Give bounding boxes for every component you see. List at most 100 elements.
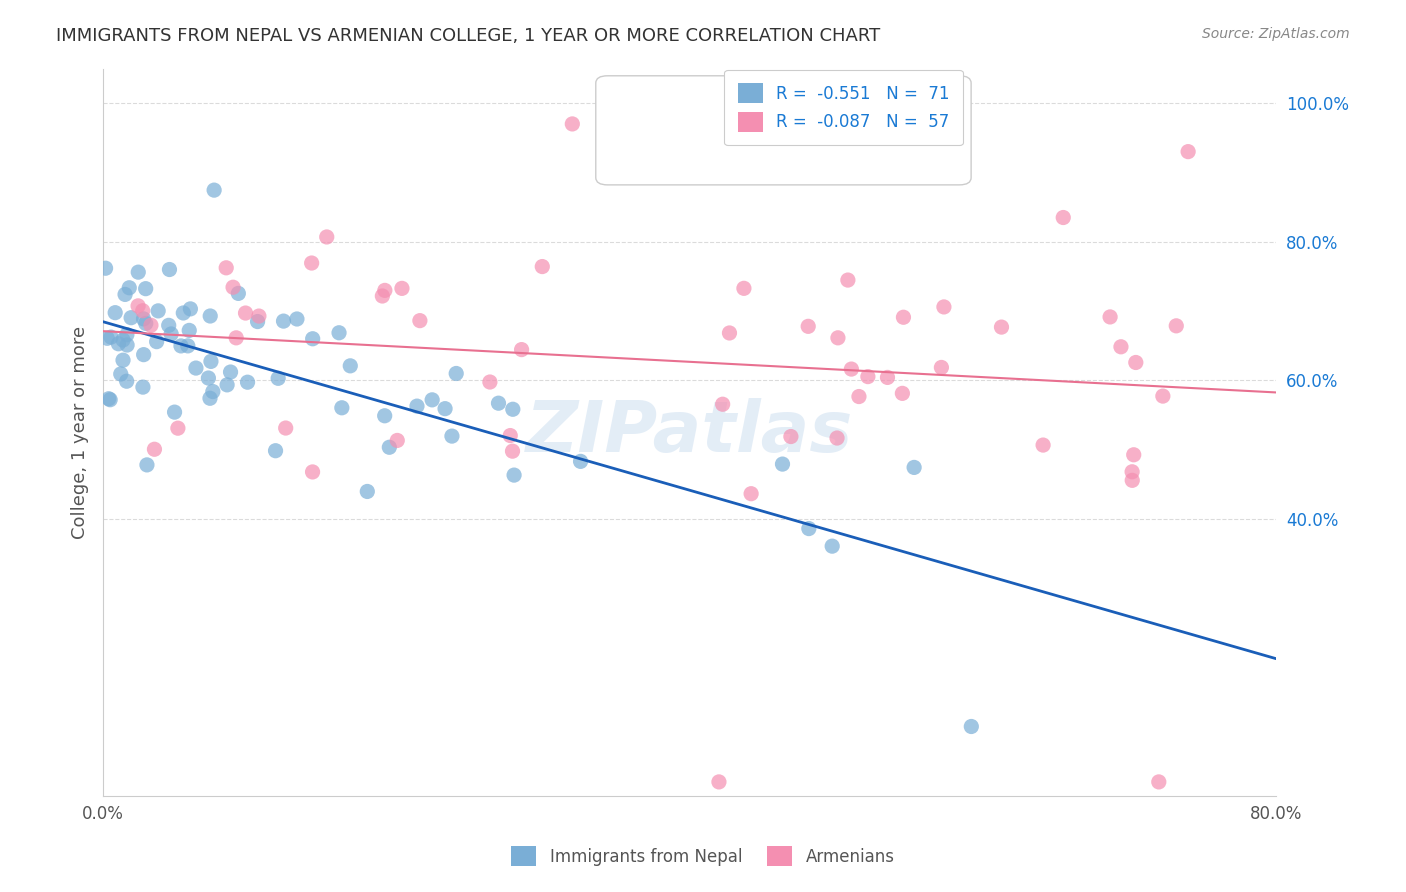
Point (184, 361, 207, 376)
Point (235, 306, 257, 320)
Point (990, 320, 1012, 334)
Point (797, 319, 820, 334)
Point (488, 396, 510, 410)
Point (143, 442, 166, 457)
Point (132, 348, 155, 362)
Point (821, 539, 844, 553)
Point (1177, 145, 1199, 159)
Point (273, 314, 295, 328)
FancyBboxPatch shape (596, 76, 972, 185)
Point (131, 303, 153, 318)
Point (891, 386, 914, 401)
Point (110, 367, 132, 381)
Point (236, 375, 259, 389)
Point (135, 317, 157, 331)
Point (931, 360, 953, 375)
Point (160, 326, 183, 341)
Point (202, 183, 225, 197)
Point (145, 334, 167, 349)
Point (111, 353, 134, 368)
Point (315, 230, 337, 244)
Point (127, 299, 149, 313)
Point (1121, 465, 1143, 479)
Point (97, 392, 120, 406)
Point (330, 401, 353, 415)
Text: IMMIGRANTS FROM NEPAL VS ARMENIAN COLLEGE, 1 YEAR OR MORE CORRELATION CHART: IMMIGRANTS FROM NEPAL VS ARMENIAN COLLEG… (56, 27, 880, 45)
Point (201, 384, 224, 399)
Text: ZIPatlas: ZIPatlas (526, 398, 853, 467)
Point (711, 397, 734, 411)
Point (503, 468, 526, 483)
Point (406, 399, 429, 413)
Point (179, 301, 201, 316)
Point (115, 338, 138, 352)
Point (301, 332, 323, 346)
Point (215, 260, 238, 275)
Point (157, 318, 180, 333)
Point (163, 405, 186, 419)
Point (96, 331, 118, 345)
Point (328, 326, 350, 340)
Point (301, 256, 323, 270)
Point (444, 367, 467, 381)
Point (197, 371, 219, 385)
Point (876, 370, 898, 384)
Point (225, 331, 247, 345)
Point (115, 327, 138, 342)
Point (1121, 473, 1143, 487)
Point (718, 326, 741, 340)
Point (740, 486, 762, 500)
Legend: Immigrants from Nepal, Armenians: Immigrants from Nepal, Armenians (503, 838, 903, 875)
Point (371, 289, 394, 303)
Point (118, 281, 141, 295)
Point (569, 454, 592, 468)
Point (107, 336, 129, 351)
Point (167, 421, 190, 435)
Point (179, 323, 201, 337)
Point (100, 330, 122, 344)
Point (378, 440, 401, 454)
Point (170, 339, 193, 353)
Point (827, 331, 849, 345)
Point (561, 117, 583, 131)
Point (132, 380, 155, 394)
Point (409, 313, 432, 327)
Point (1109, 340, 1132, 354)
Point (893, 310, 915, 325)
Point (356, 484, 378, 499)
Legend: R =  -0.551   N =  71, R =  -0.087   N =  57: R = -0.551 N = 71, R = -0.087 N = 57 (724, 70, 963, 145)
Point (374, 284, 396, 298)
Point (301, 465, 323, 479)
Point (860, 96, 883, 111)
Point (374, 409, 396, 423)
Point (112, 333, 135, 347)
Point (177, 339, 200, 353)
Point (228, 286, 250, 301)
Text: Source: ZipAtlas.com: Source: ZipAtlas.com (1202, 27, 1350, 41)
Point (1147, 775, 1170, 789)
Point (274, 421, 297, 435)
Point (932, 300, 955, 314)
Point (264, 443, 287, 458)
Point (780, 429, 803, 443)
Point (903, 460, 925, 475)
Point (387, 434, 409, 448)
Y-axis label: College, 1 year or more: College, 1 year or more (72, 326, 89, 539)
Point (217, 377, 239, 392)
Point (707, 775, 730, 789)
Point (1122, 448, 1144, 462)
Point (848, 390, 870, 404)
Point (115, 374, 138, 388)
Point (285, 312, 308, 326)
Point (434, 401, 457, 416)
Point (502, 444, 524, 458)
Point (797, 522, 820, 536)
Point (837, 273, 859, 287)
Point (1166, 318, 1188, 333)
Point (960, 719, 983, 733)
Point (120, 310, 142, 325)
Point (200, 309, 222, 323)
Point (132, 311, 155, 326)
Point (733, 281, 755, 295)
Point (841, 362, 863, 376)
